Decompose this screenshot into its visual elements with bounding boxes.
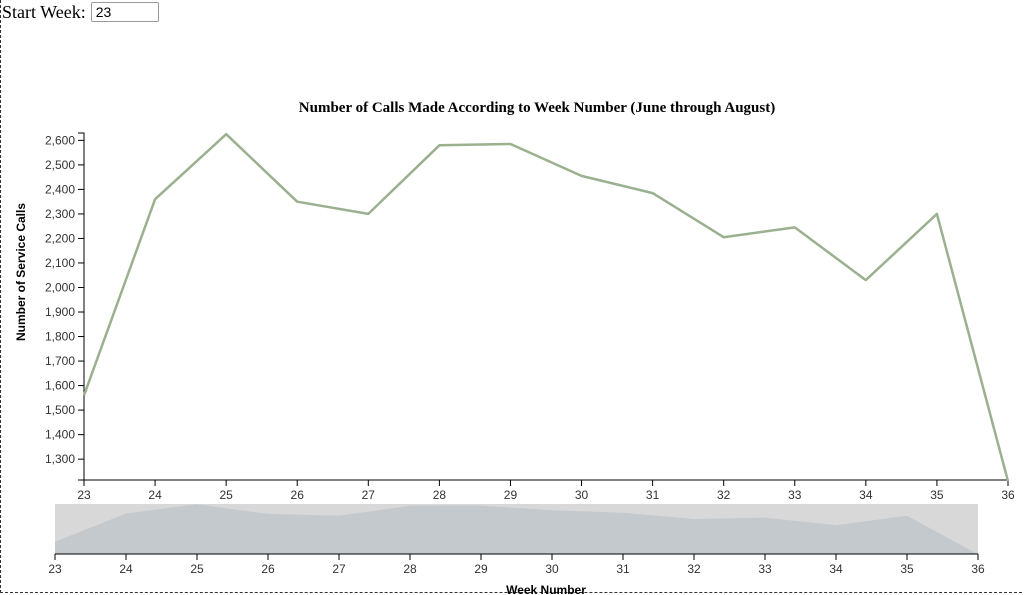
- y-tick-label: 1,800: [45, 330, 75, 344]
- context-x-tick-label: 35: [900, 562, 914, 576]
- x-tick-label: 33: [788, 488, 802, 502]
- y-tick-label: 2,200: [45, 231, 75, 245]
- context-brush-plot[interactable]: 23 24 25 26 27 28 29 30 31 32 33 34 35 36: [48, 504, 985, 576]
- start-week-control: Start Week:: [2, 0, 159, 24]
- context-x-tick-label: 34: [829, 562, 843, 576]
- y-tick-label: 2,400: [45, 182, 75, 196]
- y-tick-label: 1,700: [45, 354, 75, 368]
- y-tick-label: 2,300: [45, 207, 75, 221]
- x-tick-label: 34: [859, 488, 873, 502]
- calls-line-series: [82, 132, 1010, 482]
- x-tick-label: 35: [930, 488, 944, 502]
- y-tick-label: 2,600: [45, 133, 75, 147]
- x-tick-label: 29: [504, 488, 518, 502]
- x-tick-label: 32: [717, 488, 731, 502]
- x-axis-label: Week Number: [506, 583, 586, 595]
- x-tick-label: 24: [148, 488, 162, 502]
- focus-plot: 1,300 1,400 1,500 1,600 1,700 1,800 1,900 2,000…: [45, 132, 1015, 502]
- context-x-tick-label: 33: [758, 562, 772, 576]
- y-tick-label: 2,500: [45, 158, 75, 172]
- x-tick-label: 31: [646, 488, 660, 502]
- y-axis-line: [78, 132, 85, 481]
- y-tick-label: 1,600: [45, 379, 75, 393]
- y-axis-label: Number of Service Calls: [14, 203, 28, 341]
- chart-title: Number of Calls Made According to Week N…: [299, 100, 775, 116]
- x-tick-label: 28: [433, 488, 447, 502]
- context-x-tick-label: 36: [971, 562, 985, 576]
- context-x-tick-label: 29: [474, 562, 488, 576]
- x-tick-label: 25: [219, 488, 233, 502]
- context-x-tick-label: 23: [48, 562, 62, 576]
- context-x-tick-label: 32: [687, 562, 701, 576]
- context-x-tick-label: 28: [403, 562, 417, 576]
- x-tick-label: 36: [1001, 488, 1015, 502]
- context-x-tick-label: 27: [332, 562, 346, 576]
- context-x-tick-label: 25: [190, 562, 204, 576]
- context-x-tick-label: 30: [545, 562, 559, 576]
- start-week-input[interactable]: [90, 2, 159, 22]
- x-tick-label: 23: [77, 488, 91, 502]
- y-tick-label: 2,100: [45, 256, 75, 270]
- y-tick-label: 1,300: [45, 452, 75, 466]
- x-tick-label: 30: [575, 488, 589, 502]
- context-area-series: [55, 504, 978, 555]
- y-tick-label: 1,400: [45, 428, 75, 442]
- x-axis-line: [83, 479, 1009, 486]
- x-tick-label: 27: [362, 488, 376, 502]
- context-x-tick-label: 26: [261, 562, 275, 576]
- y-tick-label: 1,500: [45, 403, 75, 417]
- context-x-tick-label: 24: [119, 562, 133, 576]
- x-tick-label: 26: [291, 488, 305, 502]
- y-tick-label: 2,000: [45, 280, 75, 294]
- y-tick-label: 1,900: [45, 305, 75, 319]
- context-x-tick-label: 31: [616, 562, 630, 576]
- start-week-label: Start Week:: [2, 1, 86, 22]
